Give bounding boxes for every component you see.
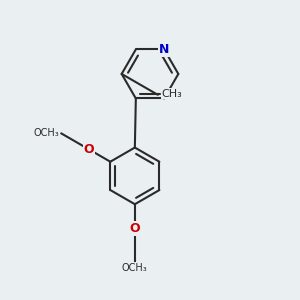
- Text: CH₃: CH₃: [162, 89, 182, 99]
- Text: O: O: [84, 143, 94, 156]
- Text: N: N: [159, 43, 169, 56]
- Text: OCH₃: OCH₃: [33, 128, 59, 139]
- Text: O: O: [130, 222, 140, 235]
- Text: OCH₃: OCH₃: [122, 263, 148, 273]
